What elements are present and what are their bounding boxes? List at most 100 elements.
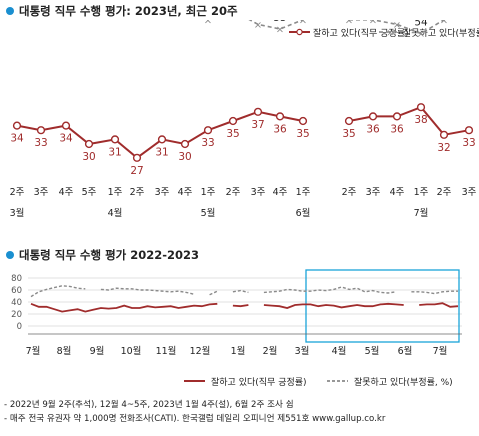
x-tick-label: 12월	[190, 345, 211, 357]
approve-point	[368, 112, 378, 121]
approve-point	[12, 121, 22, 130]
disapprove-series-line	[209, 290, 218, 296]
chart2-2022-2023: 0 20 40 60 80 7월 8월 9월 10월 11월 12월 1월 2월 3월 4월 5월 6월 7월잘하…	[11, 269, 462, 388]
approve-point	[36, 126, 46, 135]
x-tick-label: 2주	[226, 187, 241, 198]
x-tick-label: 7월	[26, 345, 41, 357]
x-tick-label: 1주	[414, 187, 429, 198]
approve-data-label: 36	[366, 123, 380, 135]
chart1-title: 대통령 직무 수행 평가: 2023년, 최근 20주	[6, 3, 238, 19]
approve-data-label: 34	[59, 133, 73, 145]
legend-disapprove-marker: ×	[387, 29, 395, 39]
approve-data-label: 31	[155, 146, 168, 158]
disapprove-series-line	[100, 287, 195, 295]
approve-data-label: 38	[414, 114, 427, 126]
disapprove-series-line	[411, 290, 458, 295]
x-tick-label: 5월	[365, 345, 380, 357]
approve-data-label: 34	[10, 133, 24, 145]
legend-approve-label: 잘하고 있다(직무 긍정률)	[313, 27, 409, 39]
approve-data-label: 27	[130, 165, 143, 177]
approve-data-label: 32	[437, 142, 450, 154]
x-month-label: 3월	[10, 207, 25, 219]
x-tick-label: 4주	[178, 187, 193, 198]
approve-data-label: 33	[34, 137, 47, 149]
x-tick-label: 11월	[156, 345, 177, 357]
approve-point	[84, 139, 94, 149]
approve-series-line	[30, 302, 218, 313]
x-tick-label: 4주	[59, 187, 74, 198]
x-tick-label: 3주	[155, 187, 170, 198]
disapprove-point: ×	[465, 20, 473, 22]
x-tick-label: 9월	[90, 345, 105, 357]
approve-point	[344, 116, 354, 126]
approve-series-line	[419, 302, 459, 308]
approve-data-label: 33	[201, 137, 214, 149]
approve-data-label: 36	[273, 123, 287, 135]
approve-point	[464, 126, 474, 135]
approve-point	[298, 116, 308, 126]
disapprove-point: ×	[417, 29, 425, 40]
disapprove-point: ×	[345, 20, 353, 26]
chart1-title-text: 대통령 직무 수행 평가: 2023년, 최근 20주	[19, 4, 238, 18]
x-month-label: 6월	[296, 207, 311, 219]
x-tick-label: 2월	[263, 345, 278, 357]
approve-data-label: 31	[108, 146, 121, 158]
disapprove-series-line	[232, 289, 249, 294]
approve-point	[157, 135, 167, 144]
x-tick-label: 3월	[295, 345, 310, 357]
disapprove-series-line	[263, 286, 397, 294]
chart1-recent-20-weeks: 잘하고 있다(직무 긍정률)×잘못하고 있다(부정률, %)3433343031…	[10, 20, 479, 219]
chart2-title-text: 대통령 직무 수행 평가 2022-2023	[19, 248, 200, 262]
disapprove-point: ×	[393, 20, 401, 31]
disapprove-point: ×	[299, 20, 307, 26]
footnotes: - 2022년 9월 2주(추석), 12월 4~5주, 2023년 1월 4주…	[4, 398, 385, 426]
approve-data-label: 33	[462, 137, 475, 149]
approve-point	[228, 116, 238, 126]
footnote-line: - 2022년 9월 2주(추석), 12월 4~5주, 2023년 1월 4주…	[4, 400, 294, 410]
x-tick-label: 1주	[296, 187, 311, 198]
approve-data-label: 35	[226, 128, 239, 140]
approve-point	[110, 135, 120, 144]
disapprove-point: ×	[276, 25, 284, 36]
approve-point	[275, 112, 285, 121]
disapprove-point: ×	[204, 20, 212, 26]
approve-data-label: 35	[296, 128, 309, 140]
legend-approve-marker	[296, 28, 303, 36]
y-tick-label: 80	[11, 274, 22, 284]
disapprove-data-label: 54	[414, 20, 428, 29]
x-tick-label: 3주	[366, 187, 381, 198]
approve-series-line	[232, 304, 249, 308]
x-tick-label: 1월	[231, 345, 246, 357]
approve-data-label: 37	[251, 119, 264, 131]
x-tick-label: 5주	[82, 187, 97, 198]
x-tick-label: 3주	[34, 187, 49, 198]
x-tick-label: 6월	[398, 345, 413, 357]
x-tick-label: 10월	[121, 345, 142, 357]
x-tick-label: 1주	[201, 187, 216, 198]
approve-data-label: 30	[178, 151, 191, 163]
approve-series-line	[263, 302, 404, 309]
legend-approve-label: 잘하고 있다(직무 긍정률)	[211, 376, 307, 388]
chart2-title: 대통령 직무 수행 평가 2022-2023	[6, 247, 199, 263]
x-tick-label: 2주	[10, 187, 25, 198]
x-tick-label: 2주	[342, 187, 357, 198]
title-bullet-icon	[6, 251, 14, 259]
x-month-label: 4월	[108, 207, 123, 219]
disapprove-point: ×	[369, 20, 377, 26]
y-tick-label: 20	[11, 310, 22, 320]
x-tick-label: 4주	[390, 187, 405, 198]
y-tick-label: 60	[11, 286, 22, 296]
approve-data-label: 30	[82, 151, 95, 163]
approve-point	[132, 153, 142, 162]
approve-point	[253, 107, 263, 116]
legend-disapprove-label: 잘못하고 있다(부정률, %)	[354, 376, 453, 388]
x-tick-label: 4주	[273, 187, 288, 198]
disapprove-point: ×	[62, 20, 70, 22]
disapprove-series-line	[30, 285, 86, 298]
x-tick-label: 3주	[251, 187, 266, 198]
y-tick-label: 0	[17, 322, 22, 332]
x-tick-label: 2주	[130, 187, 145, 198]
approve-point	[392, 112, 402, 121]
x-month-label: 5월	[201, 207, 216, 219]
recent-20-weeks-highlight-box	[305, 269, 460, 343]
